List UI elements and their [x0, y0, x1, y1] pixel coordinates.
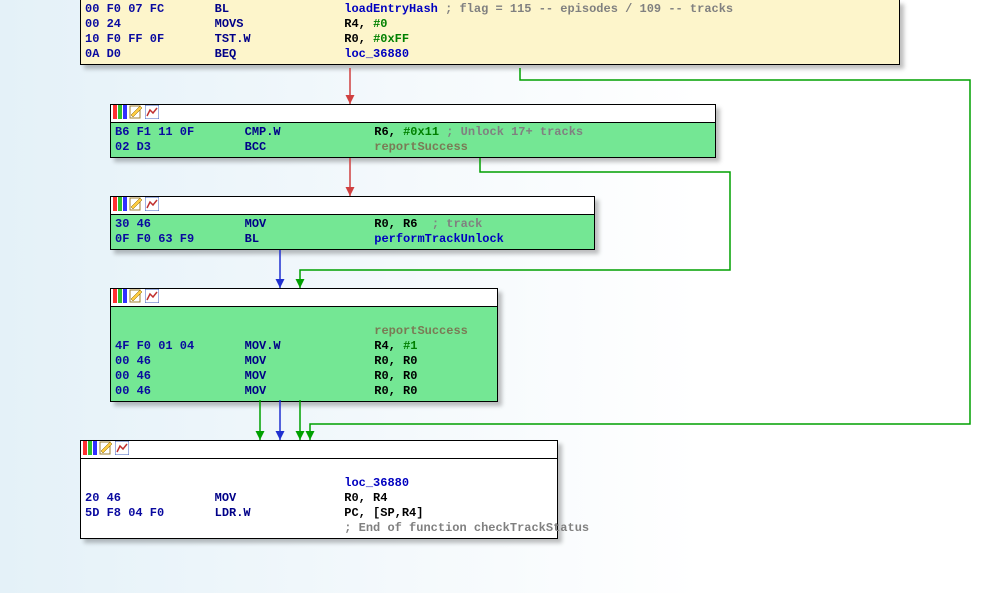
disasm-node-n2[interactable]: B6 F1 11 0F CMP.W R6, #0x11 ; Unlock 17+…	[110, 104, 716, 158]
disasm-node-n4[interactable]: reportSuccess4F F0 01 04 MOV.W R4, #100 …	[110, 288, 498, 402]
edit-icon[interactable]	[99, 441, 113, 459]
graph-icon[interactable]	[145, 289, 159, 307]
edit-icon[interactable]	[129, 105, 143, 123]
node-body: 00 F0 07 FC BL loadEntryHash ; flag = 11…	[81, 0, 899, 64]
disasm-node-n5[interactable]: loc_3688020 46 MOV R0, R45D F8 04 F0 LDR…	[80, 440, 558, 539]
disasm-node-n3[interactable]: 30 46 MOV R0, R6 ; track0F F0 63 F9 BL p…	[110, 196, 595, 250]
node-body: 30 46 MOV R0, R6 ; track0F F0 63 F9 BL p…	[111, 215, 594, 249]
node-body: reportSuccess4F F0 01 04 MOV.W R4, #100 …	[111, 307, 497, 401]
node-header	[111, 289, 497, 307]
node-body: loc_3688020 46 MOV R0, R45D F8 04 F0 LDR…	[81, 459, 557, 538]
edit-icon[interactable]	[129, 197, 143, 215]
graph-icon[interactable]	[115, 441, 129, 459]
graph-icon[interactable]	[145, 105, 159, 123]
edit-icon[interactable]	[129, 289, 143, 307]
node-header	[111, 197, 594, 215]
graph-icon[interactable]	[145, 197, 159, 215]
rgb-icon[interactable]	[113, 289, 127, 307]
rgb-icon[interactable]	[113, 197, 127, 215]
graph-canvas: 00 F0 07 FC BL loadEntryHash ; flag = 11…	[0, 0, 1000, 593]
node-header	[111, 105, 715, 123]
rgb-icon[interactable]	[83, 441, 97, 459]
node-body: B6 F1 11 0F CMP.W R6, #0x11 ; Unlock 17+…	[111, 123, 715, 157]
disasm-node-n1[interactable]: 00 F0 07 FC BL loadEntryHash ; flag = 11…	[80, 0, 900, 65]
rgb-icon[interactable]	[113, 105, 127, 123]
node-header	[81, 441, 557, 459]
